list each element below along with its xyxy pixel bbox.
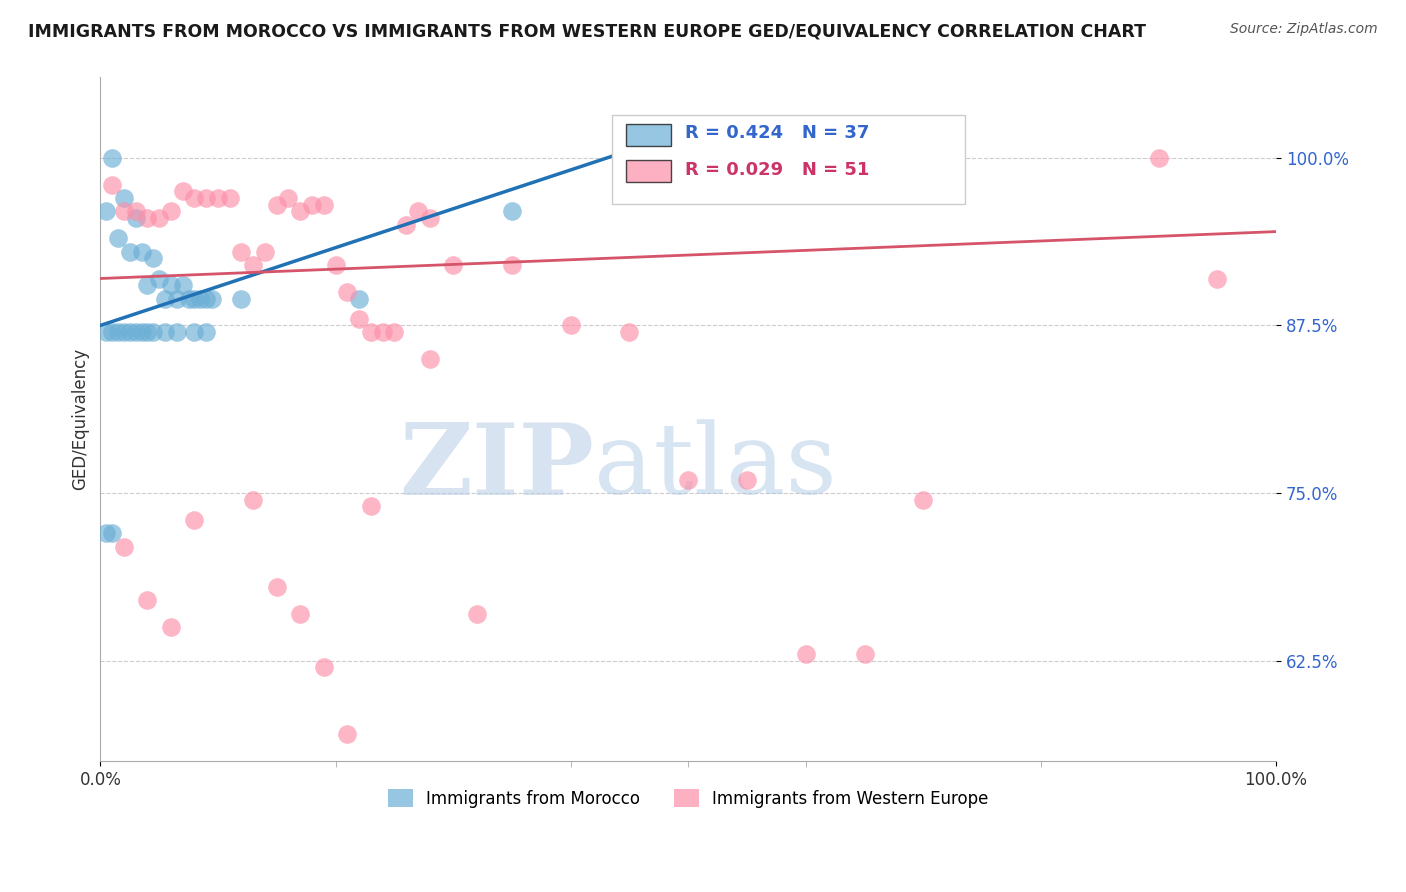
Point — [1206, 271, 1229, 285]
Text: R = 0.029   N = 51: R = 0.029 N = 51 — [685, 161, 869, 178]
Point — [153, 325, 176, 339]
Point — [218, 191, 240, 205]
Point — [183, 325, 205, 339]
Point — [912, 492, 935, 507]
Point — [112, 540, 135, 554]
Point — [124, 325, 146, 339]
Point — [382, 325, 405, 339]
Point — [301, 198, 323, 212]
Point — [172, 185, 194, 199]
Point — [201, 292, 224, 306]
Point — [676, 473, 699, 487]
Point — [242, 258, 264, 272]
Point — [131, 325, 153, 339]
Text: atlas: atlas — [595, 419, 837, 515]
Point — [794, 647, 817, 661]
Point — [160, 620, 183, 634]
Point — [419, 351, 441, 366]
Point — [148, 271, 170, 285]
Point — [101, 151, 124, 165]
Point — [131, 244, 153, 259]
Point — [177, 292, 200, 306]
Point — [371, 325, 394, 339]
Point — [96, 204, 118, 219]
FancyBboxPatch shape — [626, 161, 671, 182]
Point — [325, 258, 347, 272]
Point — [101, 526, 124, 541]
Text: ZIP: ZIP — [399, 418, 595, 516]
Point — [360, 500, 382, 514]
Point — [1147, 151, 1170, 165]
Point — [183, 513, 205, 527]
Text: Source: ZipAtlas.com: Source: ZipAtlas.com — [1230, 22, 1378, 37]
Point — [336, 727, 359, 741]
Point — [231, 244, 253, 259]
Point — [124, 204, 146, 219]
Point — [266, 198, 288, 212]
Point — [207, 191, 229, 205]
Point — [253, 244, 276, 259]
Point — [124, 211, 146, 226]
Point — [96, 526, 118, 541]
Point — [560, 318, 582, 333]
Point — [160, 204, 183, 219]
Point — [148, 211, 170, 226]
Point — [347, 311, 370, 326]
Point — [183, 191, 205, 205]
Point — [501, 204, 523, 219]
Y-axis label: GED/Equivalency: GED/Equivalency — [72, 348, 89, 491]
Point — [172, 278, 194, 293]
Point — [112, 191, 135, 205]
Point — [142, 325, 165, 339]
Point — [619, 325, 641, 339]
Point — [118, 244, 141, 259]
Text: R = 0.424   N = 37: R = 0.424 N = 37 — [685, 125, 869, 143]
Point — [735, 473, 758, 487]
Point — [231, 292, 253, 306]
Point — [419, 211, 441, 226]
Point — [101, 325, 124, 339]
Point — [112, 325, 135, 339]
Point — [118, 325, 141, 339]
Point — [101, 178, 124, 192]
Point — [183, 292, 205, 306]
Point — [266, 580, 288, 594]
Point — [290, 607, 312, 621]
Point — [406, 204, 429, 219]
FancyBboxPatch shape — [626, 124, 671, 145]
Point — [465, 607, 488, 621]
Point — [160, 278, 183, 293]
Point — [395, 218, 418, 232]
Point — [188, 292, 211, 306]
Text: IMMIGRANTS FROM MOROCCO VS IMMIGRANTS FROM WESTERN EUROPE GED/EQUIVALENCY CORREL: IMMIGRANTS FROM MOROCCO VS IMMIGRANTS FR… — [28, 22, 1146, 40]
Point — [136, 211, 159, 226]
Point — [112, 204, 135, 219]
Point — [96, 325, 118, 339]
Point — [853, 647, 876, 661]
Point — [136, 278, 159, 293]
Point — [347, 292, 370, 306]
FancyBboxPatch shape — [612, 115, 965, 204]
Point — [166, 325, 188, 339]
Point — [107, 231, 129, 245]
Point — [136, 325, 159, 339]
Point — [166, 292, 188, 306]
Point — [142, 252, 165, 266]
Point — [336, 285, 359, 299]
Point — [501, 258, 523, 272]
Point — [153, 292, 176, 306]
Point — [195, 292, 218, 306]
Point — [441, 258, 464, 272]
Point — [195, 191, 218, 205]
Point — [360, 325, 382, 339]
Point — [277, 191, 299, 205]
Point — [107, 325, 129, 339]
Point — [242, 492, 264, 507]
Point — [312, 198, 335, 212]
Point — [136, 593, 159, 607]
Point — [312, 660, 335, 674]
Point — [290, 204, 312, 219]
Legend: Immigrants from Morocco, Immigrants from Western Europe: Immigrants from Morocco, Immigrants from… — [381, 783, 995, 814]
Point — [195, 325, 218, 339]
